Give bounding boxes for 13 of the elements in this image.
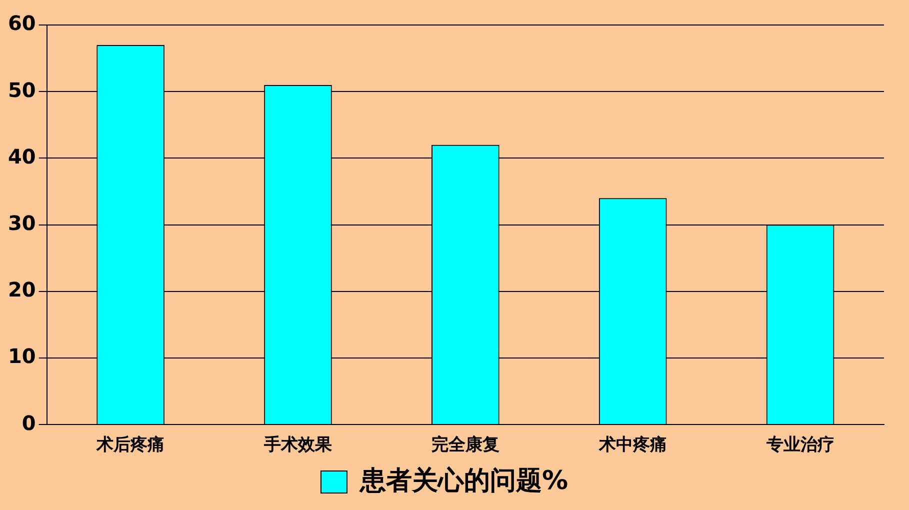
x-tick-label: 术中疼痛 [598, 435, 667, 456]
y-tick-label: 30 [8, 211, 36, 236]
y-tick-label: 20 [8, 278, 36, 302]
y-tick-label: 40 [8, 144, 36, 168]
y-tick-label: 50 [8, 78, 36, 102]
x-tick-label: 专业治疗 [765, 435, 834, 456]
x-tick-label: 手术效果 [262, 435, 333, 456]
x-tick-label: 完全康复 [431, 435, 500, 456]
y-tick-label: 0 [22, 410, 36, 435]
x-tick-label: 术后疼痛 [96, 435, 165, 456]
y-tick-label: 10 [8, 344, 36, 368]
y-tick-label: 60 [8, 11, 36, 36]
legend-label: 患者关心的问题% [358, 466, 568, 496]
